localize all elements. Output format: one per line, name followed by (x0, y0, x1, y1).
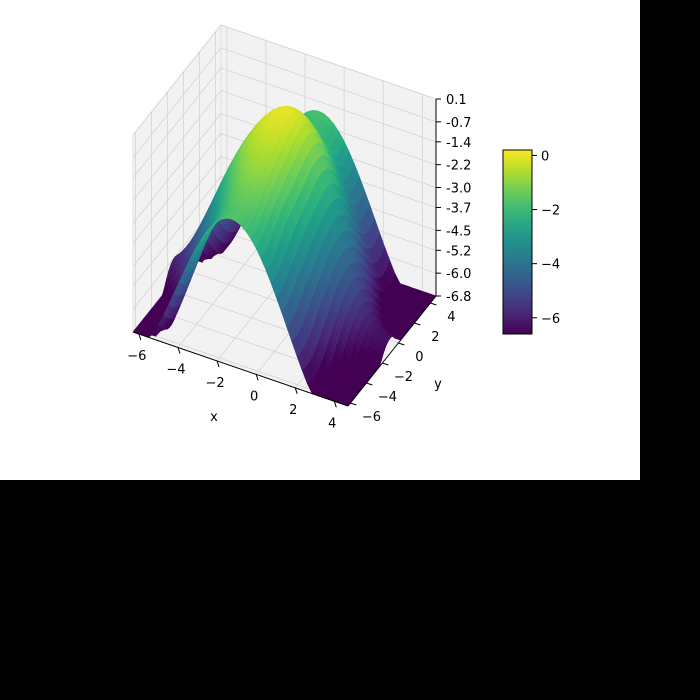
y-tick-label: −2 (394, 370, 413, 385)
y-tick-label: 4 (447, 310, 455, 325)
y-tick-label: 0 (415, 350, 423, 365)
surface-mesh (132, 105, 437, 407)
x-tick (216, 360, 220, 368)
z-tick-label: -2.2 (446, 159, 471, 174)
x-tick-label: 2 (289, 403, 297, 418)
x-tick (255, 374, 259, 381)
z-tick-label: -5.2 (446, 244, 471, 259)
x-tick-label: −6 (127, 349, 146, 364)
y-tick-label: −4 (378, 390, 397, 405)
grid-line (132, 156, 222, 267)
y-tick (382, 362, 389, 366)
grid-line (132, 67, 222, 179)
z-tick-label: -3.7 (446, 201, 471, 216)
y-tick (398, 342, 405, 346)
colorbar-gradient (502, 149, 533, 335)
grid-line (220, 67, 437, 143)
grid-line (132, 90, 222, 201)
z-tick-label: -6.8 (446, 290, 471, 305)
z-tick-label: 0.1 (446, 93, 467, 108)
x-tick-label: −4 (166, 362, 185, 377)
colorbar-tick-label: 0 (541, 149, 549, 164)
grid-line (132, 47, 222, 159)
y-tick (430, 302, 437, 306)
chart-figure: −6 −4 −2 0 2 4 −6 −4 −2 0 2 4 0.1 -0.7 -1.4 -2.2 -3.0-… (0, 0, 640, 480)
x-tick-label: 0 (250, 389, 258, 404)
z-tick-label: -4.5 (446, 224, 471, 239)
x-axis-line (132, 331, 349, 407)
x-axis-label: x (210, 410, 218, 425)
y-axis-line (347, 295, 437, 407)
x-tick (177, 347, 181, 354)
grid-line (177, 237, 267, 348)
axis-lines (132, 99, 437, 407)
colorbar: 0 −2 −4 −6 (502, 149, 560, 335)
colorbar-tick-label: −4 (541, 258, 560, 273)
y-tick-label: 2 (431, 330, 439, 345)
z-tick-label: -0.7 (446, 116, 471, 131)
x-tick-label: 4 (328, 416, 336, 431)
y-axis-label: y (434, 377, 442, 392)
grid-line (220, 47, 437, 123)
x-tick-label: −2 (205, 376, 224, 391)
grid-line (220, 24, 437, 100)
z-tick-label: -1.4 (446, 136, 471, 151)
grid-line (132, 24, 222, 136)
z-tick-label: -3.0 (446, 182, 471, 197)
z-tick-label: -6.0 (446, 267, 471, 282)
y-tick (366, 382, 373, 386)
x-tick (333, 401, 337, 408)
x-tick (138, 333, 142, 341)
x-tick (294, 387, 298, 394)
y-tick (350, 402, 357, 406)
grid-line (132, 133, 222, 244)
colorbar-tick-label: −2 (541, 204, 560, 219)
x-axis-ticks: −6 −4 −2 0 2 4 (127, 333, 337, 431)
z-axis-ticks: 0.1 -0.7 -1.4 -2.2 -3.0 -3.7 -4.5 -5.2 -6.0 -6.8 (436, 93, 471, 305)
colorbar-tick-label: −6 (541, 312, 560, 327)
grid-line (132, 176, 222, 287)
y-tick-label: −6 (362, 410, 381, 425)
grid-line (132, 113, 222, 224)
y-tick (414, 322, 421, 326)
